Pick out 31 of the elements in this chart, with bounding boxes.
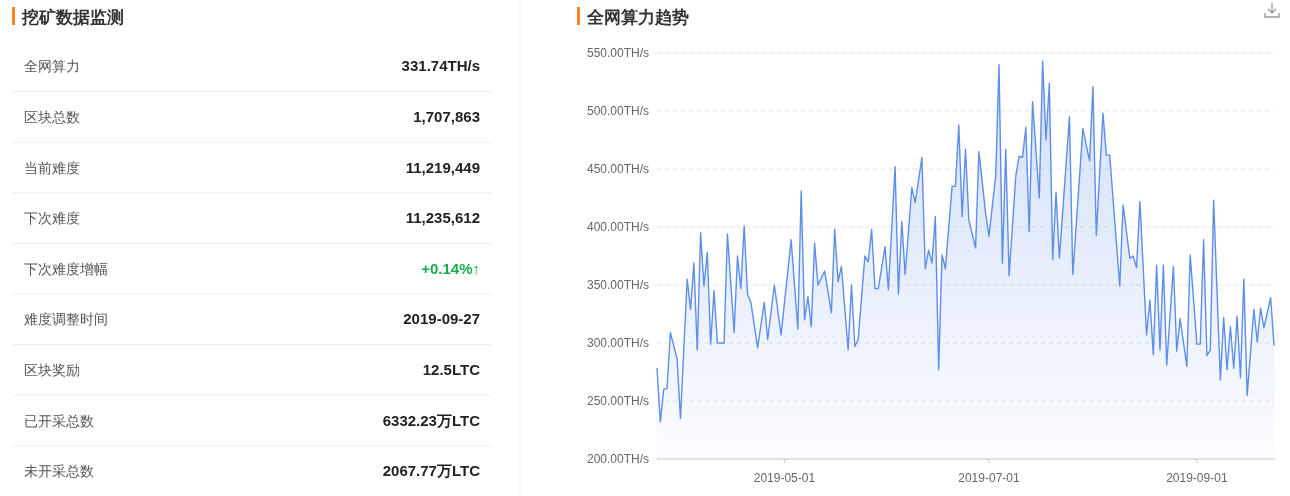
text: 下次难度 (24, 210, 80, 227)
y-tick-label: 400.00TH/s (586, 220, 649, 234)
text: 2019-09-27 (403, 310, 480, 328)
text: 未开采总数 (24, 463, 94, 480)
y-tick-label: 450.00TH/s (586, 162, 649, 176)
text: 全网算力 (24, 58, 80, 75)
y-tick-label: 200.00TH/s (586, 452, 649, 466)
text: 已开采总数 (24, 412, 94, 429)
text: 难度调整时间 (23, 311, 108, 328)
text: 331.74TH/s (401, 57, 480, 75)
x-tick-label: 2019-05-01 (753, 471, 816, 485)
y-tick-label: 350.00TH/s (586, 278, 649, 292)
y-tick-label: 500.00TH/s (586, 104, 649, 118)
text: +0.14%↑ (421, 259, 480, 277)
text: 挖矿数据监测 (21, 8, 124, 27)
text: 11,219,449 (405, 158, 480, 176)
text: 2067.77万LTC (382, 462, 481, 480)
text: 12.5LTC (422, 360, 481, 378)
text: 区块奖励 (24, 361, 80, 378)
text: 1,707,863 (413, 107, 480, 125)
y-tick-label: 550.00TH/s (586, 46, 649, 60)
x-tick-label: 2019-09-01 (1166, 471, 1228, 485)
text: 11,235,612 (405, 209, 480, 227)
text: 下次难度增幅 (24, 260, 108, 277)
y-tick-label: 250.00TH/s (586, 394, 649, 408)
text: 6332.23万LTC (382, 411, 481, 429)
y-tick-label: 300.00TH/s (586, 336, 649, 350)
chart-title: 全网算力趋势 (586, 8, 689, 27)
x-tick-label: 2019-07-01 (958, 471, 1020, 485)
text: 区块总数 (24, 108, 80, 125)
text: 当前难度 (24, 159, 80, 176)
